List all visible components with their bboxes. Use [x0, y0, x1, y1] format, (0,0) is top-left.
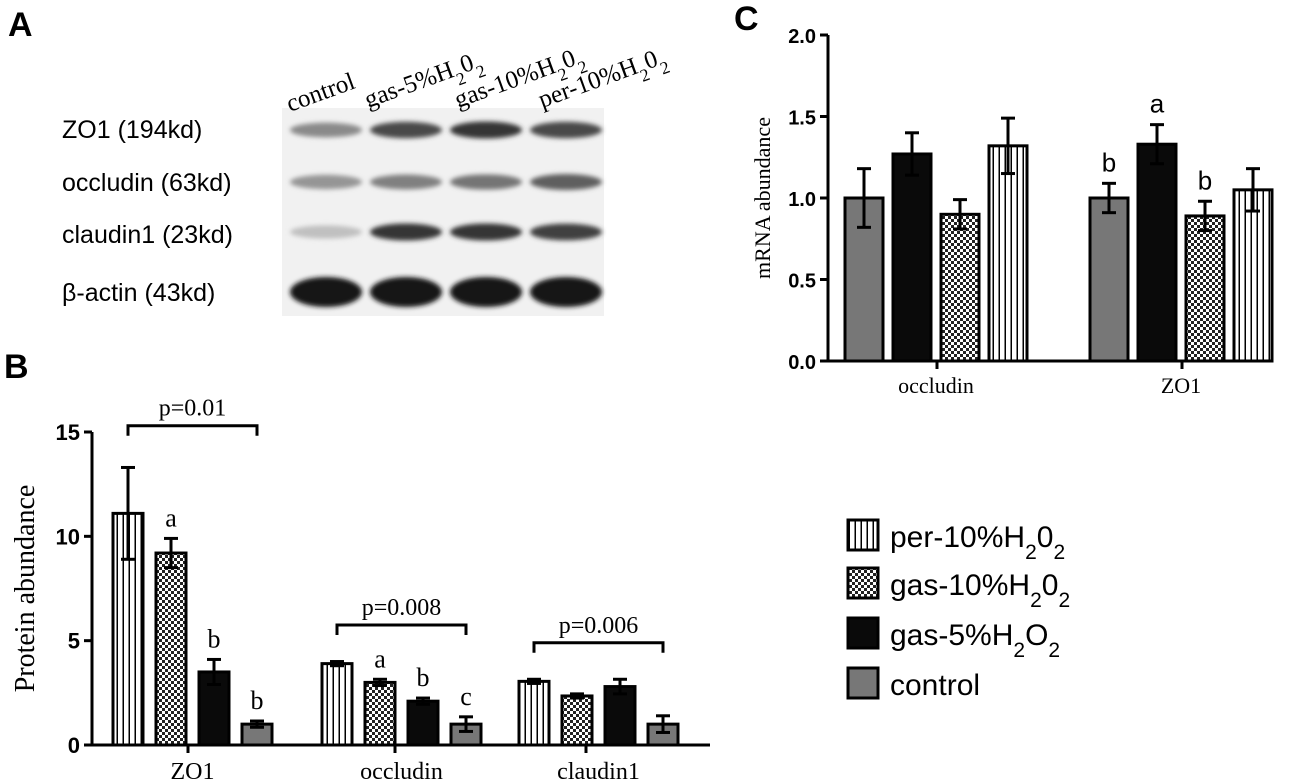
legend-label-control: control — [890, 669, 980, 702]
bar-gas10-0 — [154, 551, 188, 747]
blot-band — [290, 122, 362, 138]
panel-letter-a: A — [8, 6, 33, 44]
y-tick-label: 15 — [56, 420, 80, 445]
blot-row-label-2: claudin1 (23kd) — [62, 221, 233, 249]
blot-band — [530, 121, 602, 139]
category-label-0: ZO1 — [171, 759, 215, 784]
significance-letter: a — [1150, 89, 1165, 119]
significance-bracket — [335, 623, 468, 636]
blot-band — [290, 225, 362, 239]
y-tick-label: 2.0 — [788, 26, 816, 48]
legend-label-per10: per-10%H202 — [890, 521, 1065, 564]
blot-band — [450, 174, 522, 190]
blot-band — [290, 174, 362, 190]
y-tick-label: 0 — [68, 733, 80, 758]
p-value-label: p=0.006 — [559, 613, 639, 639]
significance-letter: b — [1102, 147, 1116, 177]
blot-band — [530, 223, 602, 241]
blot-band — [450, 121, 522, 139]
mrna-abundance-chart: 0.0 0.5 1.0 1.5 2.0 mRNA abundance occludin ZO1… — [750, 26, 1274, 398]
blot-row-label-3: β-actin (43kd) — [62, 279, 215, 307]
blot-band — [370, 277, 442, 307]
p-value-label: p=0.01 — [159, 396, 227, 422]
significance-letter: c — [460, 682, 472, 711]
western-blot-panel: control gas-5%H202gas-10%H202per-10%H202Z… — [62, 45, 672, 316]
bar-gas10-0 — [939, 212, 981, 363]
y-tick-label: 1.0 — [788, 189, 816, 211]
significance-letter: a — [165, 503, 177, 532]
category-label-2: claudin1 — [557, 759, 640, 784]
legend: per-10%H202 gas-10%H202 gas-5%H2O2 control — [846, 518, 1070, 702]
significance-bracket — [126, 424, 259, 436]
category-label-1: ZO1 — [1161, 373, 1201, 398]
blot-band — [370, 121, 442, 139]
y-tick-label: 0.5 — [788, 271, 816, 293]
blot-band — [530, 277, 602, 307]
blot-band — [530, 174, 602, 190]
bar-per10-1 — [320, 662, 354, 747]
protein-abundance-chart: 0 5 10 15 Protein abundance ZO1 a b b occludin a b c… — [10, 396, 710, 784]
bar-gas10-1 — [1184, 214, 1226, 363]
bar-gas10-1 — [363, 680, 397, 747]
legend-label-gas5: gas-5%H2O2 — [890, 619, 1060, 662]
y-tick-label: 0.0 — [788, 352, 816, 374]
bar-control-1 — [1088, 196, 1130, 363]
bar-gas10-2 — [560, 694, 594, 747]
category-label-0: occludin — [898, 373, 974, 398]
blot-band — [370, 223, 442, 241]
blot-band — [290, 277, 362, 307]
significance-letter: b — [251, 686, 264, 715]
y-tick-label: 10 — [56, 524, 80, 549]
significance-letter: b — [417, 663, 430, 692]
blot-row-label-1: occludin (63kd) — [62, 169, 232, 197]
category-label-1: occludin — [360, 759, 443, 784]
y-tick-label: 5 — [68, 629, 80, 654]
blot-band — [450, 223, 522, 241]
bar-per10-1 — [1232, 188, 1274, 363]
bar-gas5-0 — [891, 152, 933, 363]
significance-bracket — [532, 641, 665, 653]
bar-per10-2 — [517, 679, 551, 747]
legend-swatch-gas10 — [846, 566, 880, 600]
p-value-label: p=0.008 — [362, 595, 442, 621]
blot-band — [450, 277, 522, 307]
panel-letter-c: C — [734, 0, 759, 38]
panel-letter-b: B — [4, 348, 29, 386]
y-axis-label: Protein abundance — [10, 485, 41, 693]
blot-band — [370, 174, 442, 190]
y-axis-label: mRNA abundance — [750, 117, 775, 279]
significance-letter: b — [208, 624, 221, 653]
significance-letter: a — [374, 644, 386, 673]
legend-swatch-gas5 — [846, 616, 880, 650]
blot-row-label-0: ZO1 (194kd) — [62, 116, 202, 144]
bar-per10-0 — [987, 144, 1029, 363]
legend-swatch-control — [846, 666, 880, 700]
legend-swatch-per10 — [846, 518, 880, 552]
significance-letter: b — [1198, 165, 1212, 195]
bar-gas5-1 — [1136, 142, 1178, 363]
y-tick-label: 1.5 — [788, 108, 816, 130]
legend-label-gas10: gas-10%H202 — [890, 569, 1070, 612]
bar-gas5-1 — [406, 699, 440, 747]
